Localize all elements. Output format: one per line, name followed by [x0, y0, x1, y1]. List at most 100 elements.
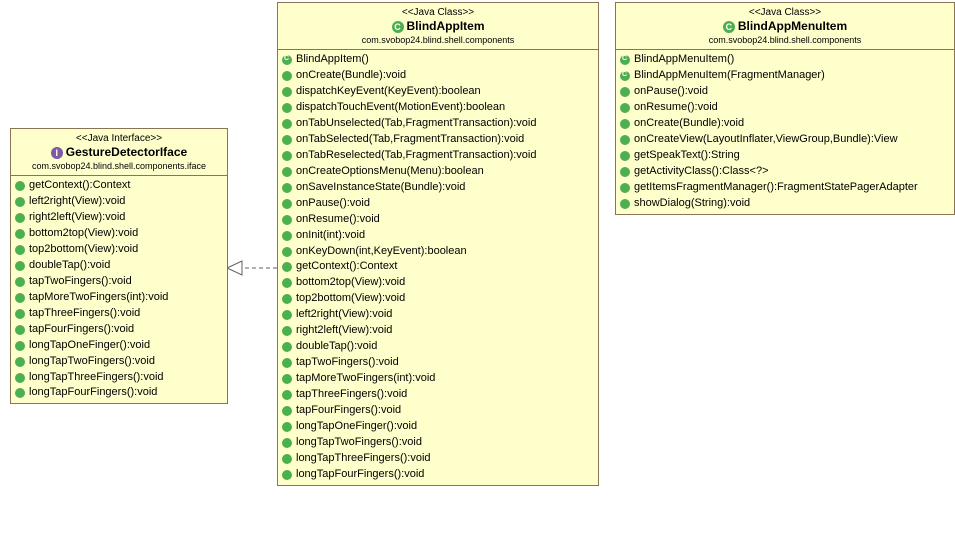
- member-signature: tapMoreTwoFingers(int):void: [296, 371, 435, 387]
- visibility-public-icon: [15, 277, 25, 287]
- member-signature: onPause():void: [634, 84, 708, 100]
- member-row: onInit(int):void: [282, 228, 594, 244]
- member-row: onPause():void: [282, 196, 594, 212]
- member-row: getSpeakText():String: [620, 148, 950, 164]
- visibility-public-icon: [282, 406, 292, 416]
- visibility-public-icon: [620, 103, 630, 113]
- member-signature: bottom2top(View):void: [29, 226, 138, 242]
- uml-header: <<Java Class>>CBlindAppItemcom.svobop24.…: [278, 3, 598, 50]
- member-row: dispatchTouchEvent(MotionEvent):boolean: [282, 100, 594, 116]
- member-signature: dispatchKeyEvent(KeyEvent):boolean: [296, 84, 481, 100]
- member-row: BlindAppMenuItem(FragmentManager): [620, 68, 950, 84]
- member-row: onTabSelected(Tab,FragmentTransaction):v…: [282, 132, 594, 148]
- visibility-public-icon: [282, 167, 292, 177]
- class-name-row: CBlindAppItem: [284, 19, 592, 35]
- member-signature: longTapFourFingers():void: [296, 467, 424, 483]
- member-signature: doubleTap():void: [29, 258, 110, 274]
- member-row: longTapThreeFingers():void: [15, 370, 223, 386]
- uml-class-menuitem: <<Java Class>>CBlindAppMenuItemcom.svobo…: [615, 2, 955, 215]
- member-row: getContext():Context: [282, 259, 594, 275]
- class-name: GestureDetectorIface: [66, 145, 187, 159]
- member-signature: longTapFourFingers():void: [29, 385, 157, 401]
- member-row: longTapFourFingers():void: [15, 385, 223, 401]
- class-icon: C: [723, 21, 735, 33]
- member-row: doubleTap():void: [282, 339, 594, 355]
- visibility-public-icon: [282, 215, 292, 225]
- visibility-public-icon: [15, 245, 25, 255]
- visibility-public-icon: [15, 181, 25, 191]
- member-row: doubleTap():void: [15, 258, 223, 274]
- visibility-public-icon: [15, 213, 25, 223]
- member-signature: doubleTap():void: [296, 339, 377, 355]
- visibility-public-icon: [282, 103, 292, 113]
- member-signature: top2bottom(View):void: [296, 291, 405, 307]
- member-row: onSaveInstanceState(Bundle):void: [282, 180, 594, 196]
- constructor-icon: [282, 55, 292, 65]
- member-signature: tapFourFingers():void: [29, 322, 134, 338]
- visibility-public-icon: [282, 438, 292, 448]
- member-signature: longTapTwoFingers():void: [29, 354, 155, 370]
- constructor-icon: [620, 71, 630, 81]
- member-row: onCreate(Bundle):void: [620, 116, 950, 132]
- member-row: longTapFourFingers():void: [282, 467, 594, 483]
- uml-class-iface: <<Java Interface>>IGestureDetectorIfacec…: [10, 128, 228, 404]
- visibility-public-icon: [15, 229, 25, 239]
- member-signature: longTapThreeFingers():void: [296, 451, 431, 467]
- member-row: bottom2top(View):void: [15, 226, 223, 242]
- member-signature: bottom2top(View):void: [296, 275, 405, 291]
- stereotype-label: <<Java Interface>>: [17, 132, 221, 145]
- class-name-row: CBlindAppMenuItem: [622, 19, 948, 35]
- member-signature: tapFourFingers():void: [296, 403, 401, 419]
- member-row: longTapOneFinger():void: [15, 338, 223, 354]
- member-signature: longTapOneFinger():void: [296, 419, 417, 435]
- member-signature: tapTwoFingers():void: [29, 274, 132, 290]
- member-row: top2bottom(View):void: [282, 291, 594, 307]
- member-signature: getItemsFragmentManager():FragmentStateP…: [634, 180, 918, 196]
- visibility-public-icon: [282, 87, 292, 97]
- member-signature: tapMoreTwoFingers(int):void: [29, 290, 168, 306]
- visibility-public-icon: [282, 310, 292, 320]
- visibility-public-icon: [282, 71, 292, 81]
- member-row: getItemsFragmentManager():FragmentStateP…: [620, 180, 950, 196]
- visibility-public-icon: [282, 422, 292, 432]
- member-row: longTapTwoFingers():void: [282, 435, 594, 451]
- member-row: onCreateView(LayoutInflater,ViewGroup,Bu…: [620, 132, 950, 148]
- visibility-public-icon: [15, 388, 25, 398]
- member-row: left2right(View):void: [282, 307, 594, 323]
- visibility-public-icon: [282, 342, 292, 352]
- visibility-public-icon: [282, 151, 292, 161]
- member-signature: getSpeakText():String: [634, 148, 740, 164]
- uml-header: <<Java Interface>>IGestureDetectorIfacec…: [11, 129, 227, 176]
- visibility-public-icon: [620, 167, 630, 177]
- member-row: onResume():void: [620, 100, 950, 116]
- member-signature: onResume():void: [634, 100, 718, 116]
- member-row: longTapTwoFingers():void: [15, 354, 223, 370]
- visibility-public-icon: [620, 135, 630, 145]
- member-signature: onResume():void: [296, 212, 380, 228]
- member-signature: getContext():Context: [296, 259, 398, 275]
- visibility-public-icon: [620, 151, 630, 161]
- package-label: com.svobop24.blind.shell.components.ifac…: [17, 161, 221, 173]
- uml-header: <<Java Class>>CBlindAppMenuItemcom.svobo…: [616, 3, 954, 50]
- visibility-public-icon: [282, 247, 292, 257]
- member-row: tapThreeFingers():void: [282, 387, 594, 403]
- member-row: bottom2top(View):void: [282, 275, 594, 291]
- member-row: tapFourFingers():void: [15, 322, 223, 338]
- member-row: right2left(View):void: [15, 210, 223, 226]
- member-signature: onTabUnselected(Tab,FragmentTransaction)…: [296, 116, 537, 132]
- member-row: longTapThreeFingers():void: [282, 451, 594, 467]
- member-signature: onKeyDown(int,KeyEvent):boolean: [296, 244, 467, 260]
- package-label: com.svobop24.blind.shell.components: [284, 35, 592, 47]
- members-compartment: getContext():Contextleft2right(View):voi…: [11, 176, 227, 403]
- member-row: BlindAppMenuItem(): [620, 52, 950, 68]
- member-signature: getContext():Context: [29, 178, 131, 194]
- visibility-public-icon: [282, 358, 292, 368]
- member-row: dispatchKeyEvent(KeyEvent):boolean: [282, 84, 594, 100]
- member-signature: BlindAppItem(): [296, 52, 369, 68]
- visibility-public-icon: [15, 341, 25, 351]
- visibility-public-icon: [620, 183, 630, 193]
- visibility-public-icon: [15, 325, 25, 335]
- visibility-public-icon: [282, 326, 292, 336]
- member-row: tapMoreTwoFingers(int):void: [15, 290, 223, 306]
- member-row: getContext():Context: [15, 178, 223, 194]
